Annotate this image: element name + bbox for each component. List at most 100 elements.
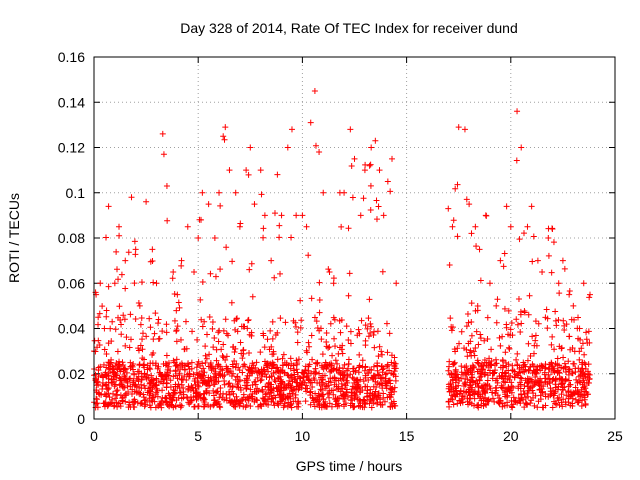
data-point xyxy=(555,383,562,390)
data-point xyxy=(103,393,110,400)
data-point xyxy=(585,328,592,335)
data-point xyxy=(561,326,568,333)
data-point xyxy=(288,372,295,379)
data-point xyxy=(209,319,216,326)
data-point xyxy=(160,376,167,383)
data-point xyxy=(508,319,515,326)
y-axis-label: ROTI / TECUs xyxy=(6,193,22,283)
data-point xyxy=(475,401,482,408)
data-point xyxy=(127,404,134,411)
data-point xyxy=(319,351,326,358)
data-point xyxy=(132,246,139,253)
data-point xyxy=(451,391,458,398)
data-point xyxy=(529,387,536,394)
data-point xyxy=(332,357,339,364)
data-point xyxy=(542,375,549,382)
data-point xyxy=(308,370,315,377)
data-point xyxy=(562,363,569,370)
data-point xyxy=(356,330,363,337)
data-point xyxy=(448,370,455,377)
data-point xyxy=(303,388,310,395)
data-point xyxy=(265,401,272,408)
data-point xyxy=(454,233,461,240)
data-point xyxy=(368,404,375,411)
data-point xyxy=(357,212,364,219)
data-point xyxy=(345,337,352,344)
data-point xyxy=(455,124,462,131)
x-tick-label: 0 xyxy=(90,428,98,444)
data-point xyxy=(178,257,185,264)
data-point xyxy=(249,381,256,388)
data-point xyxy=(526,367,533,374)
data-point xyxy=(218,366,225,373)
data-point xyxy=(105,359,112,366)
data-point xyxy=(468,318,475,325)
data-point xyxy=(305,252,312,259)
data-point xyxy=(159,130,166,137)
data-point xyxy=(210,387,217,394)
data-point xyxy=(95,381,102,388)
data-point xyxy=(235,400,242,407)
data-point xyxy=(468,332,475,339)
data-point xyxy=(304,373,311,380)
data-point xyxy=(131,382,138,389)
data-point xyxy=(552,400,559,407)
data-point xyxy=(505,307,512,314)
data-point xyxy=(103,351,110,358)
data-point xyxy=(484,336,491,342)
data-point xyxy=(211,335,218,342)
y-tick-label: 0.14 xyxy=(58,94,85,110)
data-point xyxy=(237,387,244,394)
data-point xyxy=(100,361,107,368)
data-point xyxy=(175,394,182,401)
data-point xyxy=(351,155,358,162)
data-point xyxy=(245,397,252,404)
data-point xyxy=(509,367,516,374)
data-point xyxy=(340,403,347,410)
data-point xyxy=(214,388,221,395)
data-point xyxy=(177,389,184,396)
data-point xyxy=(344,373,351,380)
data-point xyxy=(114,366,121,373)
data-point xyxy=(170,268,177,275)
data-point xyxy=(229,384,236,391)
data-point xyxy=(155,316,162,323)
data-point xyxy=(277,373,284,380)
data-point xyxy=(201,399,208,406)
data-point xyxy=(255,403,262,410)
data-point xyxy=(225,380,232,387)
data-point xyxy=(121,372,128,379)
data-point xyxy=(292,394,299,401)
data-point xyxy=(114,348,121,355)
data-point xyxy=(232,326,239,333)
data-point xyxy=(267,327,274,334)
data-point xyxy=(274,171,281,178)
data-point xyxy=(170,373,177,380)
data-point xyxy=(266,374,273,381)
data-point xyxy=(136,368,143,375)
data-point xyxy=(127,359,134,366)
data-point xyxy=(155,320,162,327)
data-point xyxy=(258,191,265,198)
data-point xyxy=(327,375,334,382)
data-point xyxy=(321,372,328,379)
data-point xyxy=(500,378,507,385)
data-point xyxy=(559,386,566,393)
data-point xyxy=(96,310,103,317)
data-point xyxy=(570,302,577,309)
data-point xyxy=(185,360,192,367)
data-point xyxy=(447,380,454,387)
data-point xyxy=(520,387,527,394)
data-point xyxy=(458,395,465,402)
data-point xyxy=(222,124,229,131)
data-point xyxy=(485,397,492,404)
data-point xyxy=(347,328,354,335)
data-point xyxy=(95,321,102,328)
data-point xyxy=(139,330,146,337)
data-point xyxy=(345,361,352,368)
data-point xyxy=(142,397,149,404)
data-point xyxy=(279,362,286,369)
data-point xyxy=(467,391,474,398)
data-point xyxy=(393,280,400,287)
data-point xyxy=(446,363,453,370)
